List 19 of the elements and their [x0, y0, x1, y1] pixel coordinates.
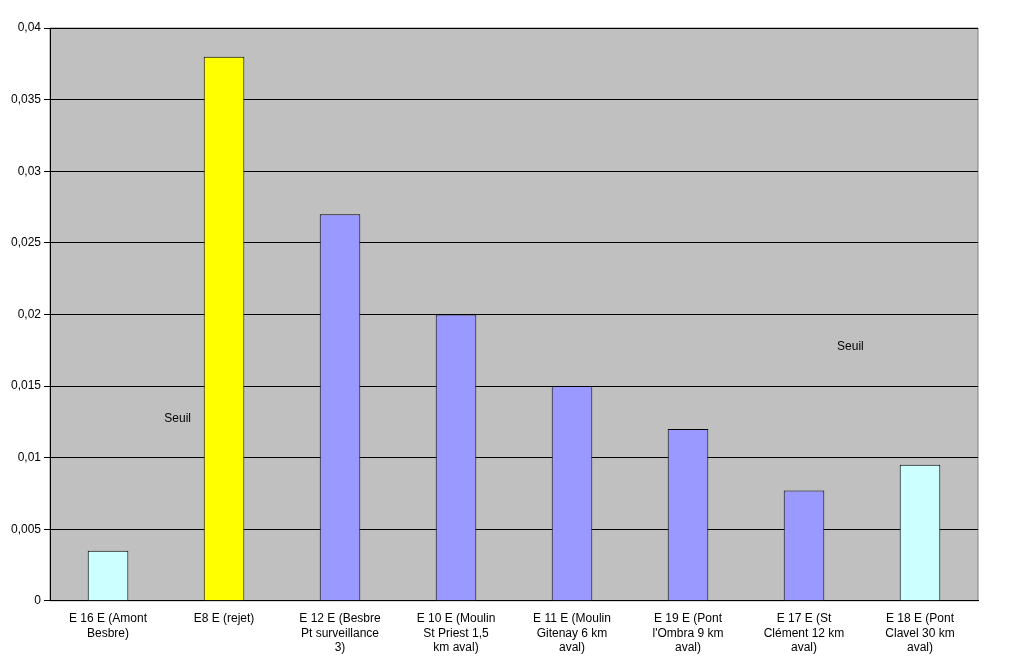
x-tick-label: E 19 E (Pont l'Ombra 9 km aval): [652, 611, 724, 655]
annotation: Seuil: [837, 339, 864, 354]
y-tick-label: 0,035: [11, 91, 42, 106]
y-tick-label: 0,01: [17, 449, 42, 464]
y-tick-label: 0: [34, 593, 42, 608]
y-tick-label: 0,015: [11, 378, 42, 393]
annotation: Seuil: [164, 410, 191, 425]
x-tick-label: E 18 E (Pont Clavel 30 km aval): [885, 611, 955, 655]
y-tick-label: 0,03: [17, 163, 42, 178]
x-tick-label: E 10 E (Moulin St Priest 1,5 km aval): [416, 611, 496, 655]
y-tick-label: 0,025: [11, 235, 42, 250]
x-tick-label: E 12 E (Besbre Pt surveillance 3): [299, 611, 382, 655]
y-tick-label: 0,02: [17, 306, 42, 321]
y-tick-label: 0,005: [11, 521, 42, 536]
x-tick-label: E 16 E (Amont Besbre): [69, 611, 148, 640]
x-tick-label: E8 E (rejet): [193, 611, 255, 626]
x-tick-label: E 11 E (Moulin Gitenay 6 km aval): [533, 611, 611, 655]
y-tick-label: 0,04: [17, 20, 42, 35]
x-tick-label: E 17 E (St Clément 12 km aval): [763, 611, 845, 655]
